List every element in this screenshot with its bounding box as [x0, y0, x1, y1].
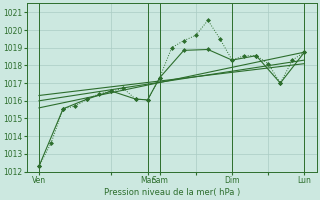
X-axis label: Pression niveau de la mer( hPa ): Pression niveau de la mer( hPa ): [104, 188, 240, 197]
